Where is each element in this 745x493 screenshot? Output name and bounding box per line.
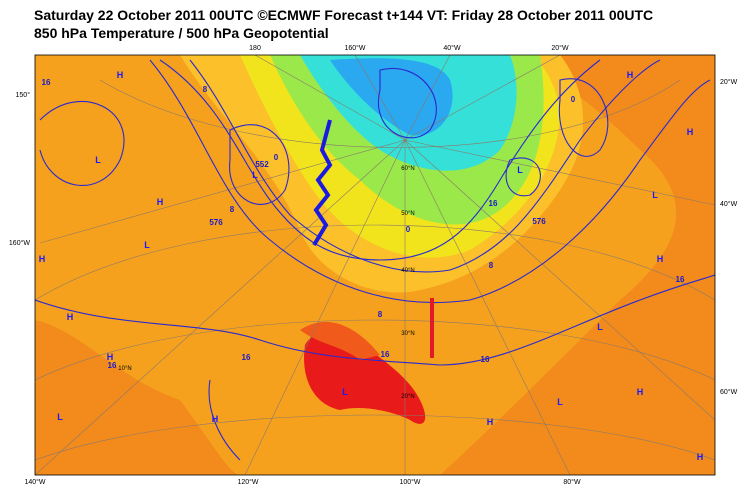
edge-label: 60°W: [720, 388, 738, 396]
graticule: [35, 55, 715, 475]
latitude-label: 60°N: [401, 166, 414, 172]
contour-label: 16: [481, 355, 490, 364]
edge-label: 160°W: [344, 44, 365, 52]
edge-label: 20°W: [551, 44, 569, 52]
pressure-center: H: [157, 197, 164, 207]
contour-label: 16: [242, 353, 251, 362]
pressure-center: H: [39, 254, 46, 264]
contour-label: 8: [378, 310, 383, 319]
edge-label: 160°W: [9, 239, 30, 247]
contour-label: 16: [381, 350, 390, 359]
edge-label: 150°: [16, 91, 31, 99]
contour-label: 0: [274, 153, 279, 162]
pressure-center: H: [117, 70, 124, 80]
pressure-center: H: [687, 127, 694, 137]
map-frame: [34, 54, 716, 476]
edge-label: 80°W: [563, 478, 581, 486]
contour-label: 0: [571, 95, 576, 104]
title: Saturday 22 October 2011 00UTC ©ECMWF Fo…: [34, 7, 653, 23]
edge-label: 120°W: [237, 478, 258, 486]
pressure-center: L: [144, 240, 150, 250]
contour-label: 16: [676, 275, 685, 284]
latitude-label: 20°N: [401, 394, 414, 400]
contour-label: 0: [406, 225, 411, 234]
latitude-label: 30°N: [401, 331, 414, 337]
pressure-center: L: [652, 190, 658, 200]
contour-label: 8: [203, 85, 208, 94]
edge-label: 40°W: [720, 200, 738, 208]
pressure-center: H: [107, 352, 114, 362]
map-labels: 180 160°W 40°W 20°W 150° 160°W 20°W 40°W 60°W 140…: [9, 44, 738, 486]
pressure-center: L: [252, 170, 258, 180]
subtitle: 850 hPa Temperature / 500 hPa Geopotenti…: [34, 25, 329, 41]
pressure-center: H: [657, 254, 664, 264]
contour-label: 16: [42, 78, 51, 87]
edge-label: 20°W: [720, 78, 738, 86]
cross-section-line: [312, 119, 333, 247]
contour-label: 16: [108, 361, 117, 370]
contour-label: 8: [230, 205, 235, 214]
latitude-label: 50°N: [401, 211, 414, 217]
latitude-label: 10°N: [118, 366, 131, 372]
pressure-center: H: [637, 387, 644, 397]
pressure-center: H: [487, 417, 494, 427]
contour-label: 576: [532, 217, 546, 226]
edge-label: 40°W: [443, 44, 461, 52]
pressure-center: H: [67, 312, 74, 322]
edge-label: 100°W: [399, 478, 420, 486]
pressure-center: L: [95, 155, 101, 165]
contours: [35, 59, 715, 461]
contour-label: 8: [489, 261, 494, 270]
map: [35, 55, 715, 475]
pressure-center: L: [57, 412, 63, 422]
contour-label: 552: [255, 160, 269, 169]
contour-label: 576: [209, 218, 223, 227]
pressure-center: H: [697, 452, 704, 462]
pressure-center: L: [342, 387, 348, 397]
pressure-center: H: [212, 414, 219, 424]
pressure-center: L: [597, 322, 603, 332]
pressure-center: L: [517, 165, 523, 175]
pressure-center: L: [557, 397, 563, 407]
edge-label: 180: [249, 45, 261, 52]
contour-label: 16: [489, 199, 498, 208]
edge-label: 140°W: [24, 478, 45, 486]
latitude-label: 40°N: [401, 268, 414, 274]
pressure-center: H: [627, 70, 634, 80]
